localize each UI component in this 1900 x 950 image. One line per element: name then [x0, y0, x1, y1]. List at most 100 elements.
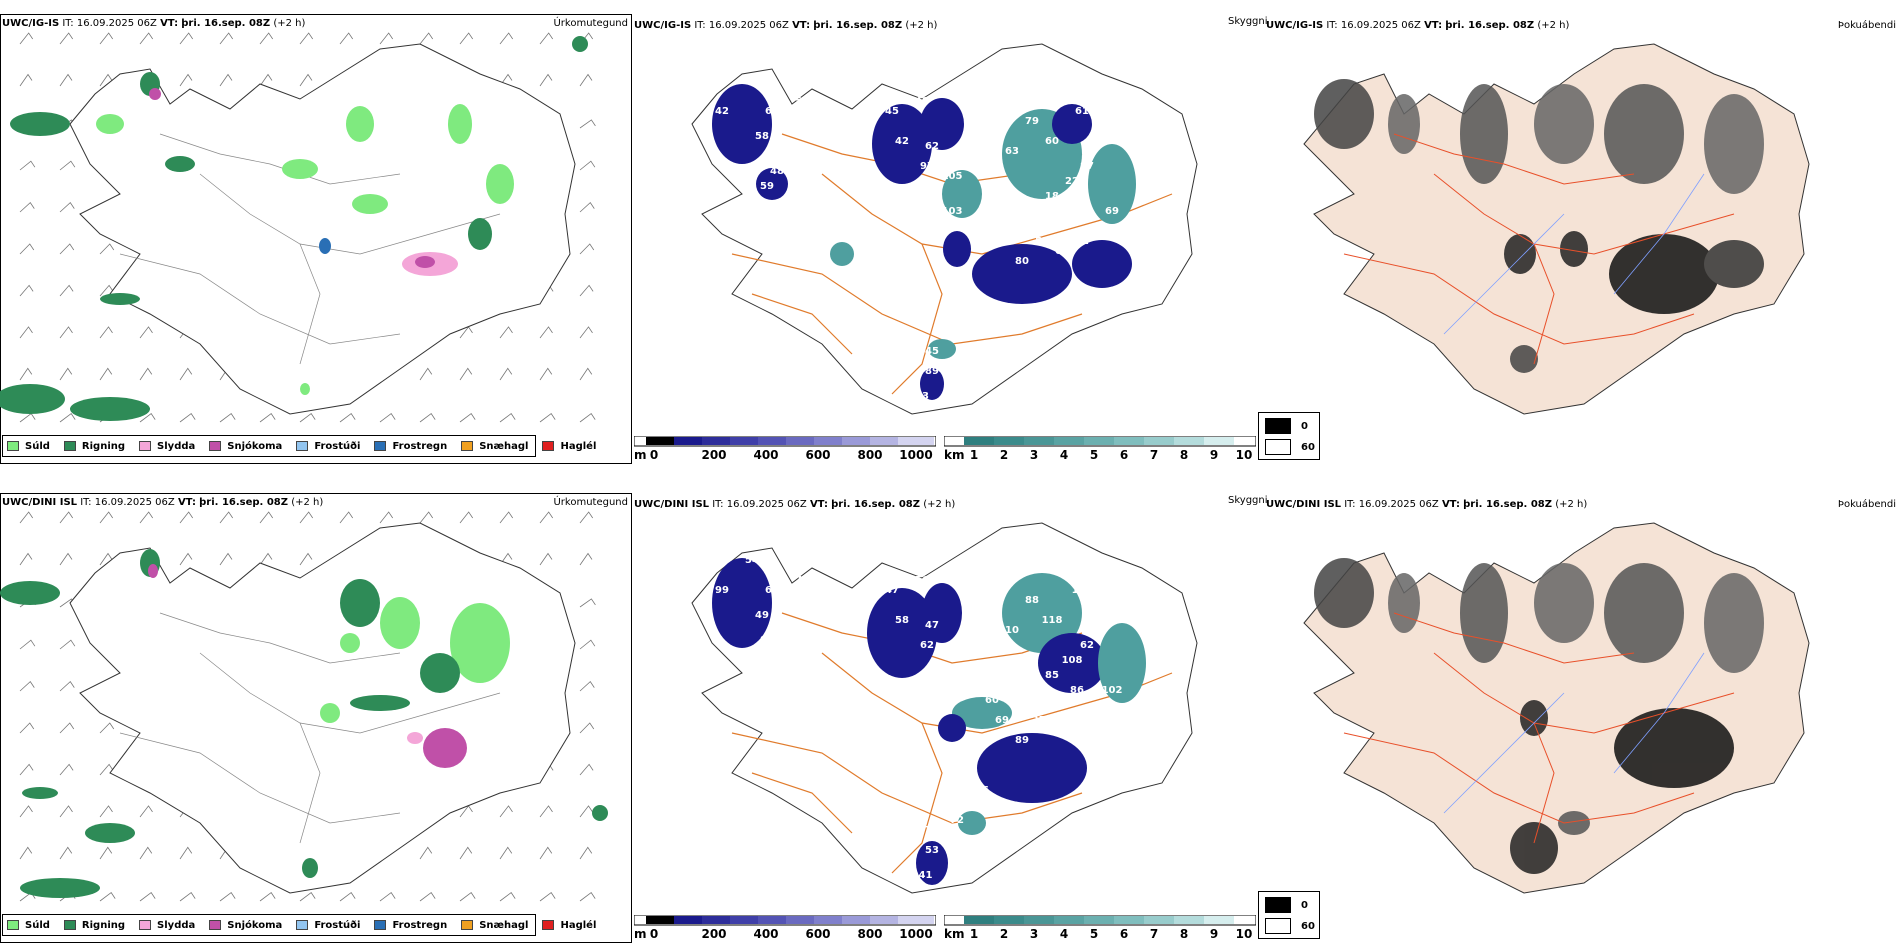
- cloud-base-label: 51: [1035, 236, 1049, 247]
- cloud-base-label: 42: [715, 106, 729, 117]
- cloud-base-label: 86: [1070, 685, 1084, 696]
- cloud-base-label: 82: [1075, 236, 1089, 247]
- it-label: IT:: [712, 499, 724, 510]
- cloud-base-label: 72: [950, 815, 964, 826]
- model-label: UWC/DINI ISL: [1266, 499, 1342, 510]
- colorbar-tick: 0: [649, 927, 659, 941]
- cloud-base-label: 69: [995, 715, 1009, 726]
- cloud-base-label: 91: [945, 650, 959, 661]
- colorbar-tick: 7: [1149, 927, 1159, 941]
- lead-value: (+2 h): [273, 18, 306, 29]
- cloud-base-label: 48: [770, 166, 784, 177]
- cloud-base-label: 48: [915, 96, 929, 107]
- cloud-base-label: 65: [765, 106, 779, 117]
- legend-label: Frostregn: [392, 440, 448, 452]
- cloud-base-label: 70: [795, 575, 809, 586]
- colorbar-tick: 6: [1119, 927, 1129, 941]
- precip-panel-2: UWC/DINI ISL IT: 16.09.2025 06Z VT: þri.…: [0, 493, 632, 943]
- cloud-base-label: 99: [715, 585, 729, 596]
- legend-label: Haglél: [560, 919, 597, 931]
- fog-legend-label: 60: [1301, 441, 1315, 453]
- colorbar-m-2: [634, 915, 936, 926]
- vt-value: þri. 16.sep. 08Z: [1463, 499, 1552, 510]
- precip-header-2: UWC/DINI ISL IT: 16.09.2025 06Z VT: þri.…: [2, 497, 323, 508]
- lead-value: (+2 h): [923, 499, 956, 510]
- legend-snow-grains: Snæhagl: [461, 920, 528, 931]
- colorbar-tick: 5: [1089, 448, 1099, 462]
- cloud-base-label: 45: [885, 106, 899, 117]
- it-value: 16.09.2025 06Z: [94, 497, 175, 508]
- fog-legend-label: 60: [1301, 920, 1315, 932]
- cloud-base-label: 51: [760, 660, 774, 671]
- category-label: Skyggni: [1228, 495, 1268, 506]
- fog-panel-2: UWC/DINI ISL IT: 16.09.2025 06Z VT: þri.…: [1258, 493, 1900, 943]
- fog-legend-row: 0: [1265, 897, 1308, 913]
- colorbar-m-1: [634, 436, 936, 447]
- legend-drizzle: Súld: [7, 441, 50, 452]
- cloud-base-label: 66: [1010, 221, 1024, 232]
- fog-panel-1: UWC/IG-IS IT: 16.09.2025 06Z VT: þri. 16…: [1258, 14, 1900, 464]
- cloud-base-label: 56: [915, 575, 929, 586]
- precip-legend-1: Súld Rigning Slydda Snjókoma Frostúði Fr…: [2, 435, 596, 457]
- cloud-panel-2: 75 54 99 62 70 49 56 87 48 51 47 56 58 47 62 91 10 88 118 1…: [632, 493, 1268, 943]
- cloud-base-label: 62: [925, 141, 939, 152]
- it-label: IT:: [1326, 20, 1338, 31]
- vt-label: VT:: [809, 499, 828, 510]
- fog-legend-row: 0: [1265, 418, 1308, 434]
- model-label: UWC/DINI ISL: [634, 499, 710, 510]
- fog-legend-label: 0: [1301, 899, 1308, 911]
- cloud-base-label: 58: [895, 615, 909, 626]
- legend-snow: Snjókoma: [209, 441, 282, 452]
- colorbar-tick: 2: [999, 927, 1009, 941]
- colorbar-tick: 1: [969, 448, 979, 462]
- cloud-base-label: 36: [885, 855, 899, 866]
- category-label: Skyggni: [1228, 16, 1268, 27]
- fog-legend-2: 0 60: [1258, 891, 1320, 939]
- it-value: 16.09.2025 06Z: [726, 499, 807, 510]
- legend-label: Snæhagl: [479, 919, 529, 931]
- vt-value: þri. 16.sep. 08Z: [813, 20, 903, 31]
- legend-label: Frostregn: [392, 919, 448, 931]
- model-label: UWC/IG-IS: [634, 20, 692, 31]
- colorbar-tick: 800: [857, 927, 883, 941]
- legend-sleet: Slydda: [139, 920, 195, 931]
- vt-value: þri. 16.sep. 08Z: [831, 499, 920, 510]
- model-label: UWC/IG-IS: [1266, 20, 1324, 31]
- cloud-base-label: 61: [1075, 106, 1089, 117]
- colorbar-m-unit: m: [634, 448, 647, 462]
- category-label: Þokuábendi: [1837, 499, 1896, 510]
- vt-label: VT:: [160, 18, 179, 29]
- colorbar-tick: 2: [999, 448, 1009, 462]
- cloud-base-label: 57: [775, 141, 789, 152]
- colorbar-tick: 8: [1179, 448, 1189, 462]
- legend-label: Snjókoma: [227, 919, 283, 931]
- cloud-base-label: 58: [755, 131, 769, 142]
- colorbar-tick: 200: [701, 927, 727, 941]
- legend-label: Frostúði: [314, 919, 361, 931]
- legend-label: Rigning: [81, 919, 126, 931]
- legend-label: Haglél: [560, 440, 597, 452]
- cloud-base-label: 80: [1015, 256, 1029, 267]
- cloud-base-label: 97: [920, 161, 934, 172]
- cloud-base-label: 45: [925, 346, 939, 357]
- colorbar-tick: 5: [1089, 927, 1099, 941]
- cloud-base-label: 89: [925, 366, 939, 377]
- cloud-base-label: 76: [975, 785, 989, 796]
- cloud-base-label: 69: [1105, 206, 1119, 217]
- cloud-base-label: 88: [1025, 595, 1039, 606]
- legend-label: Rigning: [81, 440, 126, 452]
- cloud-base-label: 10: [1005, 625, 1019, 636]
- legend-freezing-rain: Frostregn: [374, 920, 447, 931]
- cloud-base-label: 60: [985, 695, 999, 706]
- vt-value: þri. 16.sep. 08Z: [1445, 20, 1535, 31]
- fog-legend-row: 60: [1265, 439, 1315, 455]
- cloud-base-label: 79: [1025, 116, 1039, 127]
- colorbar-tick: 9: [1209, 927, 1219, 941]
- cloud-base-label: 55: [995, 236, 1009, 247]
- legend-freezing-drizzle: Frostúði: [296, 920, 360, 931]
- it-value: 16.09.2025 06Z: [76, 18, 157, 29]
- cloud-base-label: 65: [985, 216, 999, 227]
- legend-rain: Rigning: [63, 919, 126, 931]
